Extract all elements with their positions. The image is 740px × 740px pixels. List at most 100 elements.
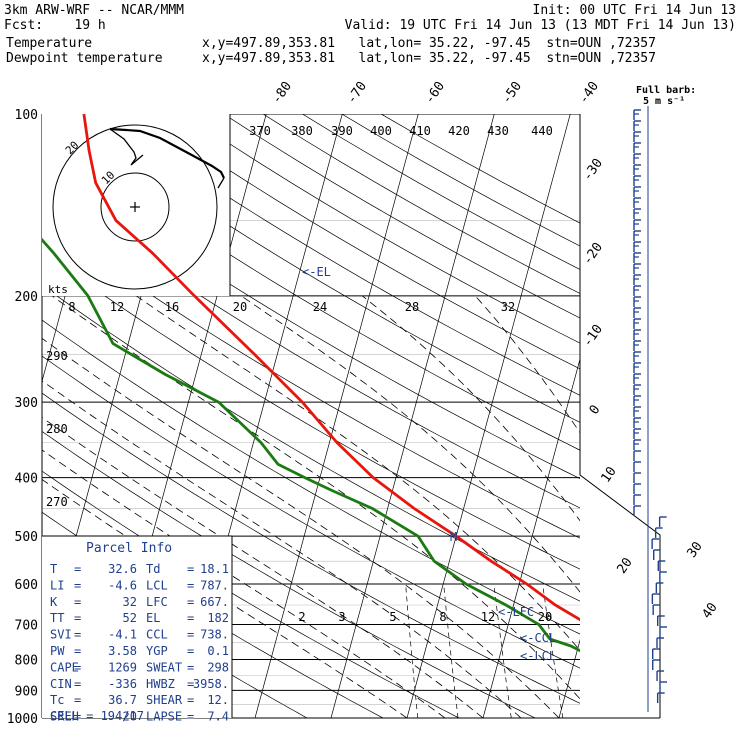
moist-adiabat	[135, 295, 580, 652]
isotherm-label: 0	[587, 402, 604, 417]
pressure-label-800: 800	[15, 653, 38, 668]
init-time: Init: 00 UTC Fri 14 Jun 13	[532, 3, 737, 18]
parcel-eq: =	[74, 677, 81, 691]
barb-legend-units: 5 m s⁻¹	[643, 96, 685, 107]
parcel-key: TT	[50, 611, 64, 625]
mixing-ratio-label: 20	[538, 610, 552, 624]
pressure-label-400: 400	[15, 472, 38, 487]
annotation-lfc: <-LFC	[498, 605, 534, 619]
theta-label: 370	[249, 124, 271, 138]
parcel-info-title: Parcel Info	[86, 541, 172, 556]
moist-adiabat	[42, 449, 446, 718]
parcel-value: 20	[123, 710, 137, 724]
parcel-value: 667.	[200, 595, 229, 609]
isotherm	[635, 114, 740, 718]
hodograph-axis-label: 20	[233, 300, 247, 314]
moist-adiabat	[42, 380, 522, 718]
dry-adiabat	[184, 114, 580, 344]
dewpoint-profile	[42, 237, 580, 653]
isotherm-label: -70	[344, 79, 370, 107]
sounding-profiles	[42, 114, 580, 653]
isotherm	[406, 114, 571, 718]
dry-adiabat	[144, 114, 580, 370]
dewpoint-legend-info: x,y=497.89,353.81 lat,lon= 35.22, -97.45…	[202, 51, 656, 66]
moist-adiabat	[474, 295, 580, 434]
mixing-ratio-line	[443, 583, 459, 718]
parcel-key: SHEAR	[146, 693, 183, 707]
parcel-eq: =	[187, 595, 194, 609]
theta-label: 270	[46, 495, 68, 509]
dry-adiabat	[42, 431, 536, 718]
dry-adiabat	[42, 186, 580, 509]
annotation-ccl: <-CCL	[520, 631, 556, 645]
parcel-value: 738.	[200, 628, 229, 642]
theta-label: 440	[531, 124, 553, 138]
isotherm-label: -20	[580, 240, 606, 268]
parcel-eq: =	[187, 644, 194, 658]
hodograph-ring-20	[52, 124, 218, 290]
theta-label: 410	[409, 124, 431, 138]
annotation-lcl: <-LCL	[520, 649, 556, 663]
parcel-key: CIN	[50, 677, 72, 691]
isotherm-label: -80	[269, 79, 295, 107]
parcel-value: 18.1	[200, 562, 229, 576]
mixing-ratio-line	[405, 583, 419, 718]
hodograph-trace-low	[109, 128, 144, 166]
level-annotations: <-EL <-LFC <-CCL <-LCL M	[302, 265, 556, 663]
dry-adiabat	[42, 355, 580, 669]
parcel-eq: =	[74, 595, 81, 609]
model-title: 3km ARW-WRF -- NCAR/MMM	[4, 3, 185, 18]
mixing-ratio-labels: 2 3 5 8 12 20	[298, 610, 552, 624]
dry-adiabat	[42, 392, 580, 704]
isotherm-label: -10	[580, 322, 606, 350]
theta-label: 420	[448, 124, 470, 138]
parcel-key: K	[50, 595, 58, 609]
wind-barbs	[633, 106, 667, 712]
parcel-key: Tc	[50, 693, 64, 707]
isotherm-label: -50	[499, 79, 525, 107]
parcel-info-panel: Parcel Info T = 32.6 Td = 18.1 LI = -4.6 LCL = 787.…	[42, 535, 233, 724]
dry-adiabat-labels: 370 380 390 400 410 420 430 440 290 280 270	[46, 124, 553, 509]
isotherm-label: 10	[598, 464, 619, 485]
dry-adiabat	[65, 114, 580, 423]
isotherm-label: 30	[684, 539, 705, 560]
isotherm-label: 20	[614, 555, 635, 576]
theta-label: 400	[370, 124, 392, 138]
pressure-label-700: 700	[15, 618, 38, 633]
parcel-value: -4.1	[108, 628, 137, 642]
temperature-legend-info: x,y=497.89,353.81 lat,lon= 35.22, -97.45…	[202, 36, 656, 51]
mixing-ratio-label: 3	[338, 610, 345, 624]
isotherm	[558, 638, 580, 718]
dry-adiabat	[302, 114, 580, 270]
parcel-value: 1269	[108, 660, 137, 674]
mixing-ratio-line	[493, 583, 512, 718]
parcel-value: 7.4	[207, 710, 229, 724]
parcel-eq: =	[187, 677, 194, 691]
parcel-value: 3.58	[108, 644, 137, 658]
annotation-el: <-EL	[302, 265, 331, 279]
pressure-label-600: 600	[15, 578, 38, 593]
theta-label: 290	[46, 349, 68, 363]
parcel-value: 32.6	[108, 562, 137, 576]
parcel-eq: =	[74, 562, 81, 576]
parcel-eq: =	[74, 660, 81, 674]
pressure-label-900: 900	[15, 684, 38, 699]
parcel-eq: =	[74, 611, 81, 625]
hodograph-ring-10	[100, 172, 170, 242]
isotherm-label: -30	[580, 156, 606, 184]
parcel-eq: =	[187, 562, 194, 576]
parcel-key: SREH	[50, 710, 79, 724]
parcel-eq: =	[74, 644, 81, 658]
parcel-key: T	[50, 562, 57, 576]
isotherm-label: -40	[576, 79, 602, 107]
pressure-label-100: 100	[15, 108, 38, 123]
isotherm	[254, 114, 419, 718]
dry-adiabat	[42, 124, 580, 451]
mixing-ratio-label: 2	[298, 610, 305, 624]
dry-adiabat	[105, 114, 580, 396]
isotherm-labels: -80 -70 -60 -50 -40 -30 -20 -10 0 10 20 30 40	[269, 79, 721, 622]
dry-adiabat	[42, 251, 580, 570]
theta-label: 390	[331, 124, 353, 138]
parcel-eq: =	[74, 578, 81, 592]
